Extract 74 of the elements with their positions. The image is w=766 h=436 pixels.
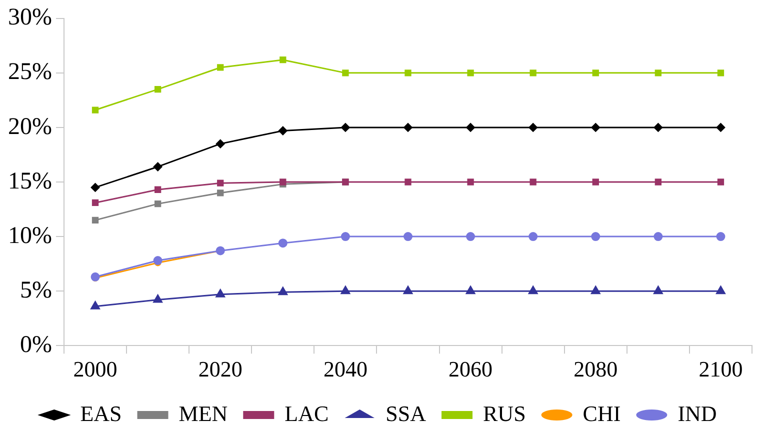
- legend-label: SSA: [386, 400, 426, 426]
- point: [153, 162, 162, 172]
- point: [654, 70, 662, 76]
- point: [466, 232, 476, 242]
- point: [403, 232, 412, 242]
- x-tick-label: 2100: [698, 356, 743, 382]
- point: [467, 70, 474, 76]
- point: [592, 70, 599, 76]
- point: [590, 286, 600, 294]
- legend-label: CHI: [582, 400, 621, 426]
- point: [153, 256, 162, 266]
- x-tick-label: 2000: [73, 356, 118, 382]
- y-tick-label: 20%: [8, 114, 52, 140]
- point: [530, 178, 536, 186]
- point: [467, 178, 474, 186]
- y-tick-label: 10%: [8, 222, 52, 249]
- point: [654, 178, 662, 186]
- point: [340, 286, 350, 294]
- point: [591, 232, 600, 242]
- y-tick-label: 0%: [20, 332, 52, 358]
- point: [90, 182, 100, 192]
- legend-label: RUS: [483, 400, 526, 426]
- point: [528, 286, 538, 294]
- point: [278, 126, 288, 136]
- point: [653, 286, 664, 294]
- point: [216, 288, 226, 298]
- point: [278, 238, 288, 248]
- point: [216, 139, 225, 148]
- point: [154, 200, 162, 208]
- point: [466, 286, 476, 294]
- point: [654, 232, 663, 242]
- point: [92, 216, 99, 224]
- point: [340, 122, 350, 132]
- point: [342, 70, 349, 76]
- point: [717, 70, 724, 76]
- point: [340, 232, 350, 242]
- point: [592, 178, 599, 186]
- point: [654, 122, 663, 132]
- point: [530, 70, 536, 76]
- point: [716, 286, 726, 294]
- point: [217, 190, 224, 196]
- point: [403, 122, 412, 132]
- point: [717, 178, 724, 186]
- point: [466, 122, 476, 132]
- y-tick-label: 30%: [8, 4, 52, 31]
- point: [217, 180, 224, 186]
- point: [92, 199, 99, 206]
- point: [403, 286, 413, 294]
- point: [404, 70, 412, 76]
- point: [716, 232, 726, 242]
- legend-label: MEN: [178, 400, 228, 426]
- legend-label: EAS: [80, 400, 122, 426]
- point: [152, 294, 163, 303]
- y-tick-label: 15%: [8, 168, 52, 194]
- point: [591, 122, 600, 132]
- x-tick-label: 2080: [574, 356, 618, 382]
- point: [716, 122, 726, 132]
- y-tick-label: 5%: [20, 277, 52, 304]
- point: [92, 106, 99, 114]
- point: [154, 86, 162, 93]
- x-tick-label: 2060: [448, 356, 493, 382]
- point: [278, 286, 288, 296]
- point: [217, 64, 224, 71]
- legend-label: LAC: [284, 400, 329, 426]
- point: [404, 178, 412, 186]
- y-tick-label: 25%: [8, 59, 52, 86]
- x-tick-label: 2020: [198, 356, 242, 382]
- point: [528, 122, 538, 132]
- point: [280, 56, 286, 64]
- legend-label: IND: [678, 400, 717, 426]
- point: [90, 300, 100, 310]
- point: [528, 232, 538, 242]
- x-tick-label: 2040: [323, 356, 368, 382]
- point: [154, 186, 162, 193]
